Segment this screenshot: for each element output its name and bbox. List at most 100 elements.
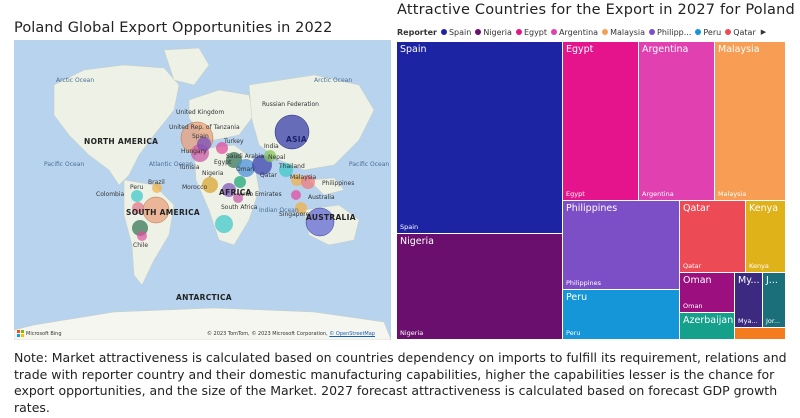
map-label-arctic-ocean-right: Arctic Ocean xyxy=(314,77,353,84)
treemap-tile-sublabel: Oman xyxy=(683,301,703,310)
map-label-spain: Spain xyxy=(192,133,209,140)
treemap-tile-label: J... xyxy=(766,275,778,286)
legend-dot-icon xyxy=(602,29,609,35)
footnote: Note: Market attractiveness is calculate… xyxy=(14,350,787,415)
legend-item-malaysia[interactable]: Malaysia xyxy=(602,28,645,37)
legend-item-nigeria[interactable]: Nigeria xyxy=(475,28,512,37)
export-map[interactable]: Arctic Ocean Arctic Ocean NORTH AMERICA … xyxy=(14,40,391,340)
legend-item-label: Spain xyxy=(448,27,472,37)
map-label-thailand: Thailand xyxy=(279,163,305,170)
map-bubble-nepal xyxy=(264,150,276,162)
treemap-tile-label: Kenya xyxy=(749,203,779,214)
treemap-tile-sublabel: Philippines xyxy=(566,278,602,287)
treemap-tile-spain[interactable]: Spain Spain xyxy=(397,42,563,234)
map-label-australia-country: Australia xyxy=(308,194,335,201)
legend-dot-icon xyxy=(515,29,522,35)
map-bubble-thailand xyxy=(279,163,293,177)
map-label-north-america: NORTH AMERICA xyxy=(84,137,159,146)
treemap-tile-label: Argentina xyxy=(642,44,689,55)
map-label-egypt: Egypt xyxy=(214,159,232,166)
legend-dot-icon xyxy=(440,29,447,35)
treemap-tile-azerbaijan[interactable]: Azerbaijan xyxy=(680,313,735,340)
map-bubble-spain xyxy=(197,137,211,151)
map-label-chile: Chile xyxy=(133,242,149,249)
treemap-legend: Reporter Spain Nigeria Egypt Argentina Malay… xyxy=(397,26,797,38)
map-bubble-brazil xyxy=(152,183,162,193)
treemap-tile-egypt[interactable]: Egypt Egypt xyxy=(563,42,639,201)
map-label-peru: Peru xyxy=(130,184,144,191)
map-land xyxy=(14,47,391,340)
legend-items: Spain Nigeria Egypt Argentina Malaysia Philip… xyxy=(440,27,760,37)
map-credit-text: © 2023 TomTom, © 2023 Microsoft Corporat… xyxy=(206,331,328,337)
openstreetmap-link[interactable]: © OpenStreetMap xyxy=(329,331,375,337)
treemap-tile-malaysia[interactable]: Malaysia Malaysia xyxy=(715,42,786,201)
map-label-united-kingdom: United Kingdom xyxy=(176,109,225,116)
map-label-india: India xyxy=(264,143,279,150)
map-bubble-australia xyxy=(305,207,335,237)
map-label-brazil: Brazil xyxy=(148,179,165,186)
map-label-hungary: Hungary xyxy=(181,148,207,155)
treemap-tile-sublabel: Jor... xyxy=(766,316,781,325)
legend-item-label: Peru xyxy=(703,27,722,37)
treemap-tile-label: Peru xyxy=(566,292,588,303)
treemap-tile-label: Oman xyxy=(683,275,712,286)
treemap-title: Attractive Countries for the Export in 2… xyxy=(397,2,795,18)
map-bubble-colombia xyxy=(131,190,143,202)
treemap-tile-other[interactable] xyxy=(735,328,786,340)
map-bubble-africa-mid xyxy=(234,176,246,188)
map-label-saudi-arabia: Saudi Arabia xyxy=(226,153,265,160)
treemap-tile-label: Philippines xyxy=(566,203,618,214)
map-label-south-america: SOUTH AMERICA xyxy=(126,208,201,217)
treemap-tile-kenya[interactable]: Kenya Kenya xyxy=(746,201,786,273)
microsoft-bing-logo: Microsoft Bing xyxy=(17,330,62,337)
map-label-malaysia: Malaysia xyxy=(290,174,317,181)
map-bubble-philippines xyxy=(301,175,315,189)
map-label-indian-ocean: Indian Ocean xyxy=(259,207,299,214)
treemap-tile-label: Malaysia xyxy=(718,44,760,55)
map-label-pacific-ocean-right: Pacific Ocean xyxy=(349,161,390,168)
treemap-tile-mya[interactable]: My... Mya... xyxy=(735,273,763,328)
treemap-tile-label: Qatar xyxy=(683,203,710,214)
map-title: Poland Global Export Opportunities in 20… xyxy=(14,20,333,36)
map-label-philippines: Philippines xyxy=(322,180,355,187)
treemap-tile-argentina[interactable]: Argentina Argentina xyxy=(639,42,715,201)
map-bubble-turkey xyxy=(216,142,228,154)
map-label-qatar: Qatar xyxy=(260,172,277,179)
legend-item-spain[interactable]: Spain xyxy=(440,27,472,37)
legend-item-egypt[interactable]: Egypt xyxy=(515,27,548,37)
legend-dot-icon xyxy=(649,29,656,35)
treemap-tile-oman[interactable]: Oman Oman xyxy=(680,273,735,313)
map-credit: © 2023 TomTom, © 2023 Microsoft Corporat… xyxy=(207,331,375,337)
treemap-tile-philippines[interactable]: Philippines Philippines xyxy=(563,201,680,290)
map-bubble-south-africa xyxy=(215,215,233,233)
treemap-tile-qatar[interactable]: Qatar Qatar xyxy=(680,201,746,273)
map-bubble-peru xyxy=(132,202,144,214)
treemap-chart[interactable]: Spain Spain Nigeria Nigeria Egypt Egypt Argent… xyxy=(397,42,786,340)
map-label-nepal: Nepal xyxy=(268,154,286,161)
map-bubbles xyxy=(131,114,335,241)
map-label-turkey: Turkey xyxy=(224,138,244,145)
treemap-tile-sublabel: Qatar xyxy=(683,261,702,270)
treemap-tile-label: Nigeria xyxy=(400,236,434,247)
treemap-tile-sublabel: Malaysia xyxy=(718,189,747,198)
legend-item-qatar[interactable]: Qatar xyxy=(725,28,756,37)
legend-title: Reporter xyxy=(397,27,437,37)
legend-item-label: Egypt xyxy=(523,27,548,37)
map-label-tanzania: United Rep. of Tanzania xyxy=(169,124,240,131)
map-label-arab-emirates: Arab Emirates xyxy=(239,191,282,198)
legend-next-arrow-icon[interactable]: ▶ xyxy=(760,28,767,36)
legend-item-argentina[interactable]: Argentina xyxy=(551,28,598,37)
map-label-antarctica: ANTARCTICA xyxy=(176,293,232,302)
treemap-tile-sublabel: Peru xyxy=(566,328,581,337)
treemap-tile-label: Spain xyxy=(400,44,427,55)
treemap-tile-nigeria[interactable]: Nigeria Nigeria xyxy=(397,234,563,340)
treemap-tile-jor[interactable]: J... Jor... xyxy=(763,273,786,328)
treemap-tile-peru[interactable]: Peru Peru xyxy=(563,290,680,340)
legend-item-peru[interactable]: Peru xyxy=(695,28,721,37)
map-bubble-australia-east xyxy=(295,202,307,214)
map-bubble-oman xyxy=(237,159,255,177)
map-bubble-singapore xyxy=(291,190,301,200)
map-bubble-malaysia xyxy=(291,174,303,186)
legend-dot-icon xyxy=(725,29,732,35)
legend-item-philipp[interactable]: Philipp... xyxy=(649,28,691,37)
